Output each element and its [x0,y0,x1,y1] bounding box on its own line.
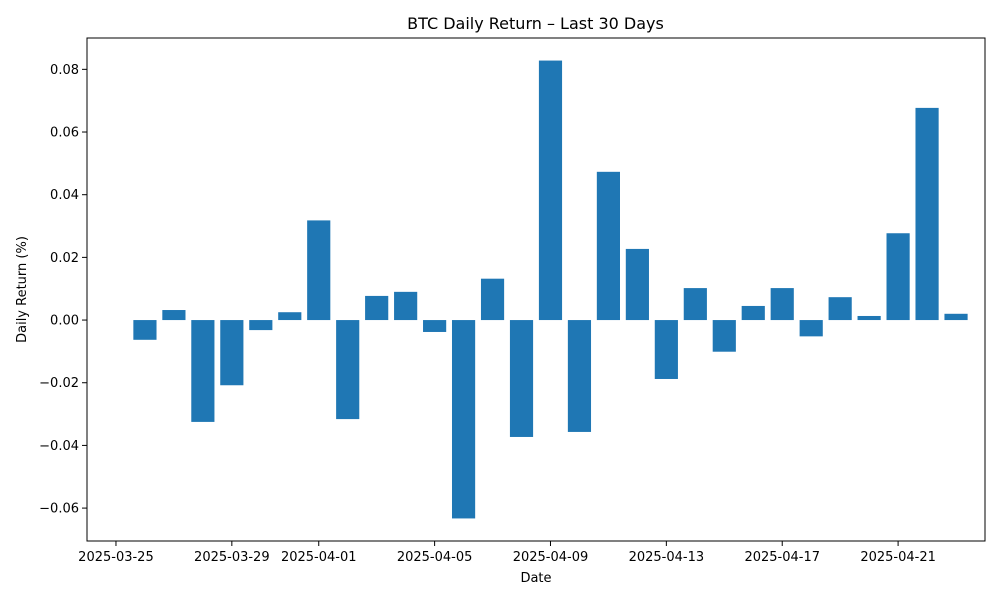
x-tick-label: 2025-04-01 [281,550,357,565]
chart-title: BTC Daily Return – Last 30 Days [407,14,664,33]
bar [683,288,707,321]
bar [162,310,186,321]
bar [336,320,360,420]
bar [133,320,157,340]
x-tick-label: 2025-03-25 [78,550,154,565]
x-tick-label: 2025-04-09 [513,550,589,565]
bar [799,320,823,337]
bar [915,107,939,321]
x-tick-label: 2025-04-05 [397,550,473,565]
bar [625,248,649,321]
x-tick-label: 2025-04-17 [744,550,820,565]
bar [278,312,302,321]
y-tick-label: 0.04 [50,188,79,203]
x-axis-label: Date [520,571,551,586]
bar [191,320,215,422]
bar [394,291,418,321]
bar [944,313,968,321]
y-axis: 0.08 0.06 0.04 0.02 0.00 −0.02 −0.04 −0.06 [39,63,87,517]
bar [596,171,620,321]
bar [886,233,910,321]
bar [741,305,765,321]
bar [828,297,852,321]
bar [220,320,244,386]
y-tick-label: −0.06 [39,502,79,517]
x-tick-label: 2025-03-29 [194,550,270,565]
x-tick-label: 2025-04-21 [860,550,936,565]
bar [654,320,678,379]
x-axis: 2025-03-25 2025-03-29 2025-04-01 2025-04-05… [78,541,936,565]
y-tick-label: 0.06 [50,126,79,141]
bar [538,60,563,321]
y-tick-label: −0.04 [39,439,79,454]
bar [480,278,505,321]
bar [451,320,476,519]
bars-group [133,60,968,519]
x-tick-label: 2025-04-13 [629,550,705,565]
bar [857,315,881,321]
bar [770,288,794,321]
bar [712,320,736,352]
bar [249,320,273,331]
plot-frame [86,37,986,542]
bar [509,320,534,437]
y-tick-label: 0.00 [50,314,79,329]
bar [567,320,592,432]
bar [307,220,331,321]
y-tick-label: 0.08 [50,63,79,78]
y-tick-label: −0.02 [39,376,79,391]
y-tick-label: 0.02 [50,251,79,266]
bar [365,295,389,321]
y-axis-label: Daily Return (%) [15,236,30,343]
bar [423,320,447,332]
